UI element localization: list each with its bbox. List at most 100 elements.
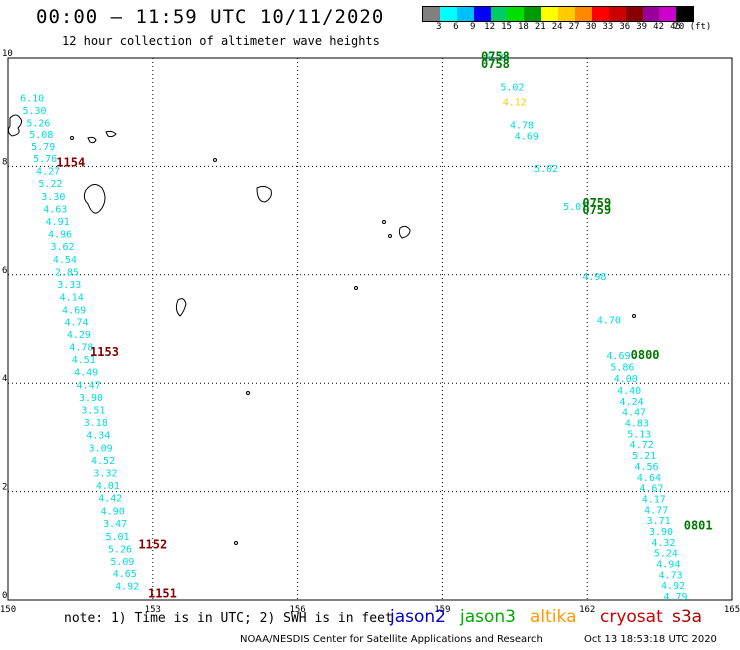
time-label: 1151 [148, 586, 177, 600]
y-tick-label: 2 [2, 483, 7, 493]
island-outline [105, 130, 117, 138]
jason3-wave-height-label: 4.98 [582, 272, 606, 283]
color-swatch [659, 7, 677, 21]
cryosat-wave-height-label: 4.01 [96, 481, 120, 492]
color-swatch [608, 7, 626, 21]
color-label: 70 (ft) [673, 22, 712, 32]
island-outline [83, 184, 106, 214]
color-swatch [676, 7, 694, 21]
cryosat-wave-height-label: 4.34 [86, 430, 110, 441]
page-title: 00:00 – 11:59 UTC 10/11/2020 [36, 6, 385, 28]
cryosat-wave-height-label: 4.52 [91, 456, 115, 467]
credit-text: NOAA/NESDIS Center for Satellite Applica… [240, 634, 543, 645]
cryosat-wave-height-label: 3.30 [41, 192, 65, 203]
cryosat-wave-height-label: 5.26 [108, 544, 132, 555]
time-label: 0801 [684, 519, 713, 533]
color-swatch [625, 7, 643, 21]
time-label: 0759 [582, 203, 611, 217]
cryosat-wave-height-label: 4.54 [53, 255, 77, 266]
jason3-wave-height-label: 4.92 [661, 581, 685, 592]
cryosat-wave-height-label: 3.09 [89, 443, 113, 454]
jason3-wave-height-label: 4.83 [625, 419, 649, 430]
color-label: 24 [551, 22, 563, 32]
cryosat-wave-height-label: 3.32 [93, 468, 117, 479]
time-label: 0759 [582, 196, 611, 210]
color-label: 3 [436, 22, 442, 32]
cryosat-wave-height-label: 4.78 [69, 343, 93, 354]
jason3-wave-height-label: 4.73 [659, 570, 683, 581]
island-outline [398, 225, 411, 239]
color-swatch [591, 7, 609, 21]
cryosat-wave-height-label: 5.30 [22, 106, 46, 117]
cryosat-wave-height-label: 5.26 [26, 118, 50, 129]
jason3-wave-height-label: 4.24 [620, 397, 644, 408]
map-frame [7, 57, 733, 601]
islet-outline [354, 286, 358, 290]
color-label: 12 [484, 22, 496, 32]
cryosat-wave-height-label: 4.63 [43, 204, 67, 215]
cryosat-wave-height-label: 4.47 [77, 381, 101, 392]
jason3-wave-height-label: 4.79 [663, 592, 687, 603]
islet-outline [213, 158, 217, 162]
islet-outline [382, 220, 386, 224]
color-swatch [524, 7, 542, 21]
time-label: 1153 [90, 345, 119, 359]
color-label: 42 [653, 22, 665, 32]
jason3-wave-height-label: 5.07 [563, 202, 587, 213]
cryosat-wave-height-label: 4.90 [101, 506, 125, 517]
jason3-wave-height-label: 4.94 [656, 559, 680, 570]
color-label: 30 [585, 22, 597, 32]
jason3-wave-height-label: 4.78 [510, 120, 534, 131]
time-label: 0758 [481, 57, 510, 71]
page-subtitle: 12 hour collection of altimeter wave hei… [62, 34, 380, 48]
footer-note: note: 1) Time is in UTC; 2) SWH is in fe… [64, 611, 393, 626]
cryosat-wave-height-label: 6.10 [20, 93, 44, 104]
x-tick-label: 162 [579, 605, 595, 615]
jason3-wave-height-label: 5.24 [486, 53, 510, 64]
cryosat-wave-height-label: 4.65 [113, 569, 137, 580]
x-tick-label: 156 [289, 605, 305, 615]
color-label: 36 [619, 22, 631, 32]
color-swatch [541, 7, 559, 21]
jason3-wave-height-label: 5.02 [500, 83, 524, 94]
island-outline [175, 298, 187, 317]
x-tick-label: 159 [434, 605, 450, 615]
jason3-wave-height-label: 4.56 [635, 462, 659, 473]
satellite-legend-jason3: jason3 [460, 607, 516, 627]
cryosat-wave-height-label: 5.22 [38, 179, 62, 190]
jason3-wave-height-label: 4.32 [651, 538, 675, 549]
color-swatch [558, 7, 576, 21]
cryosat-wave-height-label: 3.18 [84, 418, 108, 429]
cryosat-wave-height-label: 3.62 [50, 242, 74, 253]
y-tick-label: 6 [2, 266, 7, 276]
color-swatch [575, 7, 592, 21]
islet-outline [246, 391, 250, 395]
color-label: 33 [602, 22, 614, 32]
jason3-wave-height-label: 3.90 [649, 527, 673, 538]
color-swatch [423, 7, 440, 21]
y-tick-label: 10 [2, 49, 13, 59]
color-legend-labels: 3 6 9 12 15 18 21 24 27 30 33 36 39 42 45 70 (ft) [422, 22, 740, 34]
time-label: 0800 [631, 348, 660, 362]
cryosat-wave-height-label: 2.85 [55, 267, 79, 278]
y-tick-label: 0 [2, 591, 7, 601]
cryosat-wave-height-label: 4.96 [48, 229, 72, 240]
color-swatch [507, 7, 525, 21]
cryosat-wave-height-label: 5.01 [105, 532, 129, 543]
jason3-wave-height-label: 5.02 [534, 164, 558, 175]
cryosat-wave-height-label: 4.74 [64, 318, 88, 329]
cryosat-wave-height-label: 4.92 [115, 582, 139, 593]
islet-outline [632, 314, 636, 318]
color-swatch [456, 7, 474, 21]
jason3-wave-height-label: 4.77 [644, 505, 668, 516]
jason3-wave-height-label: 4.47 [622, 408, 646, 419]
cryosat-wave-height-label: 4.14 [60, 292, 84, 303]
cryosat-wave-height-label: 3.51 [81, 406, 105, 417]
cryosat-wave-height-label: 3.47 [103, 519, 127, 530]
color-swatch [439, 7, 457, 21]
cryosat-wave-height-label: 5.79 [31, 142, 55, 153]
y-tick-label: 8 [2, 157, 7, 167]
color-label: 21 [534, 22, 546, 32]
color-label: 45 [670, 22, 681, 32]
